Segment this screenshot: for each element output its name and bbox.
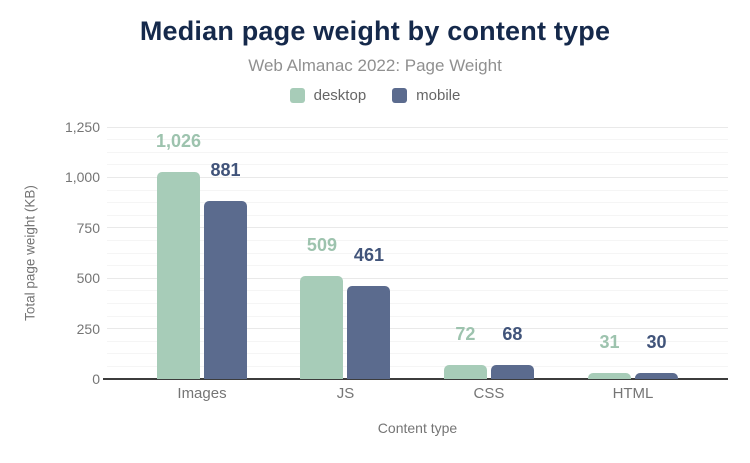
bar-group-css: 72 68 xyxy=(443,127,534,379)
bar-mobile-js xyxy=(347,286,391,379)
bar-col-desktop: 1,026 xyxy=(156,131,201,379)
legend-swatch-desktop xyxy=(289,88,305,103)
gridline-minor xyxy=(107,214,728,216)
gridline-minor xyxy=(107,139,728,141)
gridline-major xyxy=(107,277,728,279)
bar-desktop-css xyxy=(443,364,487,379)
y-tick-label: 0 xyxy=(92,371,100,387)
gridline-minor xyxy=(107,315,728,317)
gridline-minor xyxy=(107,189,728,191)
gridline-minor xyxy=(107,365,728,367)
legend-label-mobile: mobile xyxy=(416,87,461,104)
x-category-label-images: Images xyxy=(177,385,227,402)
gridline-minor xyxy=(107,239,728,241)
bar-value-label-desktop: 509 xyxy=(306,235,337,256)
y-tick-label: 1,250 xyxy=(64,119,100,135)
bar-col-desktop: 509 xyxy=(300,235,344,379)
x-category-label-css: CSS xyxy=(473,385,505,402)
gridline-major xyxy=(107,328,728,330)
bar-desktop-images xyxy=(157,172,200,379)
bar-value-label-mobile: 30 xyxy=(646,332,667,352)
y-tick-label: 250 xyxy=(76,320,100,337)
y-tick-label: 750 xyxy=(76,219,100,236)
gridline-major xyxy=(107,126,728,128)
bar-col-mobile: 30 xyxy=(634,332,678,379)
x-axis-line xyxy=(103,378,728,380)
bar-group-js: 509 461 xyxy=(300,127,391,379)
y-tick-label: 1,000 xyxy=(64,169,100,186)
x-category-label-html: HTML xyxy=(612,385,654,402)
gridline-minor xyxy=(107,164,728,166)
gridline-minor xyxy=(107,252,728,254)
bar-mobile-html xyxy=(634,373,678,379)
bar-desktop-js xyxy=(300,276,344,379)
bar-group-images: 1,026 881 xyxy=(156,127,247,379)
bar-col-mobile: 461 xyxy=(347,245,391,379)
x-category-label-js: JS xyxy=(336,385,355,402)
bar-col-mobile: 881 xyxy=(204,160,247,379)
bar-value-label-desktop: 1,026 xyxy=(155,131,202,152)
legend-swatch-mobile xyxy=(392,88,408,103)
bar-value-label-mobile: 881 xyxy=(210,160,241,181)
gridline-minor xyxy=(107,151,728,153)
bar-col-desktop: 72 xyxy=(443,324,487,379)
y-tick-label: 500 xyxy=(76,270,100,287)
gridline-minor xyxy=(107,265,728,267)
bar-desktop-html xyxy=(587,372,631,379)
gridline-minor xyxy=(107,353,728,355)
bar-value-label-mobile: 461 xyxy=(353,245,384,266)
gridline-minor xyxy=(107,302,728,304)
x-axis-title: Content type xyxy=(377,420,458,436)
bar-col-mobile: 68 xyxy=(490,324,534,379)
chart-title: Median page weight by content type xyxy=(139,16,611,46)
gridline-minor xyxy=(107,290,728,292)
legend: desktop mobile xyxy=(0,87,750,104)
bar-mobile-css xyxy=(490,365,534,379)
bar-value-label-desktop: 72 xyxy=(455,323,476,344)
plot-area: 1,026 881 509 461 72 68 31 30 xyxy=(103,126,728,380)
legend-item-desktop[interactable]: desktop xyxy=(289,87,367,104)
bar-group-html: 31 30 xyxy=(587,127,678,379)
bar-mobile-images xyxy=(204,201,247,379)
gridline-minor xyxy=(107,340,728,342)
legend-item-mobile[interactable]: mobile xyxy=(392,87,460,104)
gridline-major xyxy=(107,176,728,178)
bar-value-label-mobile: 68 xyxy=(502,324,523,345)
gridline-minor xyxy=(107,202,728,204)
legend-label-desktop: desktop xyxy=(313,87,367,104)
bar-col-desktop: 31 xyxy=(587,332,631,379)
bar-value-label-desktop: 31 xyxy=(599,331,620,352)
chart-subtitle: Web Almanac 2022: Page Weight xyxy=(248,56,502,75)
gridline-major xyxy=(107,227,728,229)
y-axis-title: Total page weight (KB) xyxy=(22,185,38,321)
